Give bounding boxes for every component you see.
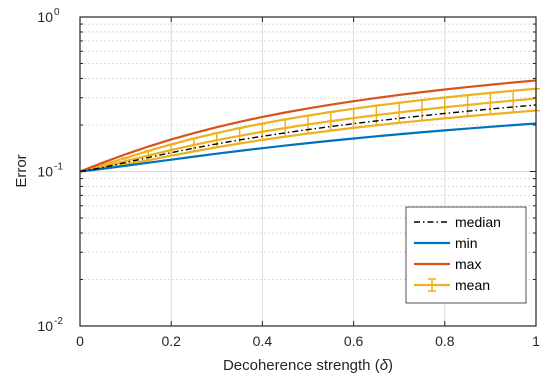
legend-box xyxy=(405,206,527,304)
x-tick-labels: 0 0.2 0.4 0.6 0.8 1 xyxy=(76,333,540,349)
legend-label-median: median xyxy=(455,214,501,230)
y-axis-label: Error xyxy=(13,154,30,187)
legend-item-mean: mean xyxy=(414,277,490,293)
x-tick-label: 1 xyxy=(532,333,540,349)
legend-item-min: min xyxy=(414,235,478,251)
y-tick-label-base: 10 xyxy=(37,9,53,25)
legend: median min max mean xyxy=(405,206,527,304)
x-axis-label-text: Decoherence strength ( xyxy=(223,357,380,374)
y-tick-label-exponent: -2 xyxy=(54,316,63,327)
y-tick-label: 10 -2 xyxy=(37,316,63,334)
series-line-max xyxy=(79,79,537,173)
mean-band-low xyxy=(79,109,537,173)
plot-area xyxy=(79,16,540,327)
legend-label-max: max xyxy=(455,256,481,272)
series-line-median xyxy=(79,104,537,173)
y-tick-label: 10 0 xyxy=(37,7,60,25)
legend-label-min: min xyxy=(455,235,478,251)
tick-layer xyxy=(79,16,537,327)
y-tick-label-exponent: -1 xyxy=(54,162,63,173)
y-tick-label-base: 10 xyxy=(37,318,53,334)
x-axis-label-symbol: δ xyxy=(380,357,389,374)
y-tick-label-exponent: 0 xyxy=(54,7,60,18)
x-tick-label: 0.2 xyxy=(161,333,181,349)
series-line-min xyxy=(79,122,537,173)
x-tick-label: 0.4 xyxy=(253,333,273,349)
x-tick-label: 0.8 xyxy=(435,333,455,349)
x-axis-label: Decoherence strength (δ) xyxy=(223,357,393,374)
legend-item-max: max xyxy=(414,256,481,272)
series-line-mean xyxy=(79,97,537,173)
legend-item-median: median xyxy=(414,214,501,230)
y-tick-label: 10 -1 xyxy=(37,162,63,180)
x-tick-label: 0.6 xyxy=(344,333,364,349)
series-layer xyxy=(79,79,540,173)
y-tick-label-base: 10 xyxy=(37,164,53,180)
mean-band-high xyxy=(79,87,537,173)
x-tick-label: 0 xyxy=(76,333,84,349)
x-axis-label-end: ) xyxy=(388,357,393,374)
legend-label-mean: mean xyxy=(455,277,490,293)
